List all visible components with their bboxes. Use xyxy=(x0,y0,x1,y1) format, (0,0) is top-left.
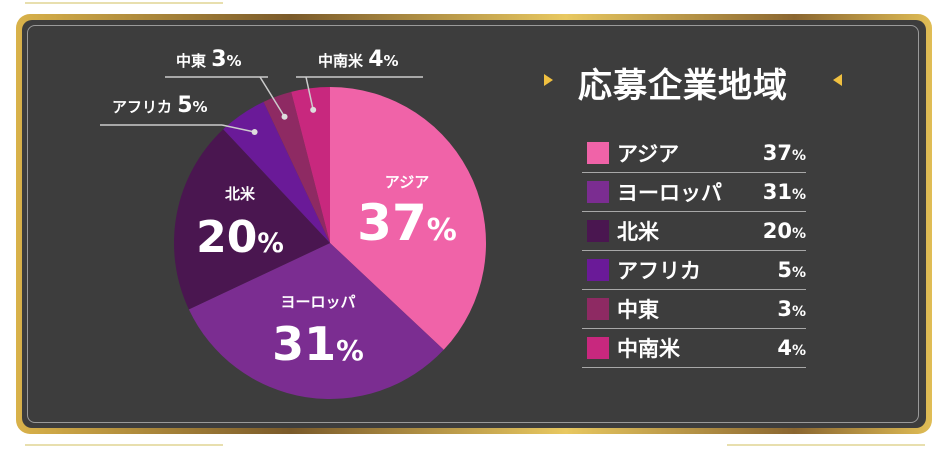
pie-slice-2 xyxy=(174,129,330,310)
legend-swatch xyxy=(587,220,609,242)
pie-slice-4 xyxy=(263,91,330,243)
callout-dot xyxy=(310,106,317,113)
slice-label: ヨーロッパ xyxy=(280,293,355,311)
legend: アジア 37% ヨーロッパ 31% 北米 20% アフリカ 5% 中東 3% 中南米 4% xyxy=(582,134,806,368)
legend-swatch xyxy=(587,142,609,164)
legend-item: 北米 20% xyxy=(582,212,806,251)
legend-swatch xyxy=(587,181,609,203)
legend-item: ヨーロッパ 31% xyxy=(582,173,806,212)
legend-value: 3% xyxy=(777,297,806,321)
legend-item: 中南米 4% xyxy=(582,329,806,368)
bottom-right-deco-line xyxy=(727,444,925,446)
legend-value: 31% xyxy=(762,180,806,204)
chart-title: 応募企業地域 xyxy=(578,66,788,106)
legend-value: 37% xyxy=(762,141,806,165)
callout-leader xyxy=(221,124,255,133)
legend-swatch xyxy=(587,259,609,281)
top-deco-line xyxy=(25,2,223,4)
legend-value: 5% xyxy=(777,258,806,282)
legend-label: 中南米 xyxy=(617,337,680,361)
pie-slice-1 xyxy=(188,243,444,399)
slice-label: 北米 xyxy=(225,185,256,203)
legend-swatch xyxy=(587,298,609,320)
pie-slice-0 xyxy=(330,87,487,350)
legend-item: アフリカ 5% xyxy=(582,251,806,290)
legend-value: 20% xyxy=(762,219,806,243)
legend-value: 4% xyxy=(777,336,806,360)
legend-label: 中東 xyxy=(617,298,659,322)
callout-label: 中東 3% xyxy=(176,47,242,72)
slice-label: アジア xyxy=(385,173,429,191)
title-right-triangle-icon xyxy=(833,74,842,86)
callout-dot xyxy=(251,129,258,136)
callout-label: アフリカ 5% xyxy=(112,93,208,118)
legend-label: 北米 xyxy=(617,220,659,244)
pie-slice-5 xyxy=(291,87,330,243)
bottom-deco-line xyxy=(25,444,223,446)
legend-item: 中東 3% xyxy=(582,290,806,329)
callout-leader xyxy=(305,76,314,111)
inner-border xyxy=(27,25,919,423)
legend-item: アジア 37% xyxy=(582,134,806,173)
legend-label: ヨーロッパ xyxy=(617,181,722,205)
callout-label: 中南米 4% xyxy=(318,47,399,72)
pie-slice-3 xyxy=(223,101,330,243)
legend-swatch xyxy=(587,337,609,359)
legend-label: アフリカ xyxy=(617,259,701,283)
title-left-triangle-icon xyxy=(544,74,553,86)
callout-leader xyxy=(259,76,286,118)
legend-label: アジア xyxy=(617,142,680,166)
callout-dot xyxy=(281,113,288,120)
slice-value: 31% xyxy=(272,317,364,371)
